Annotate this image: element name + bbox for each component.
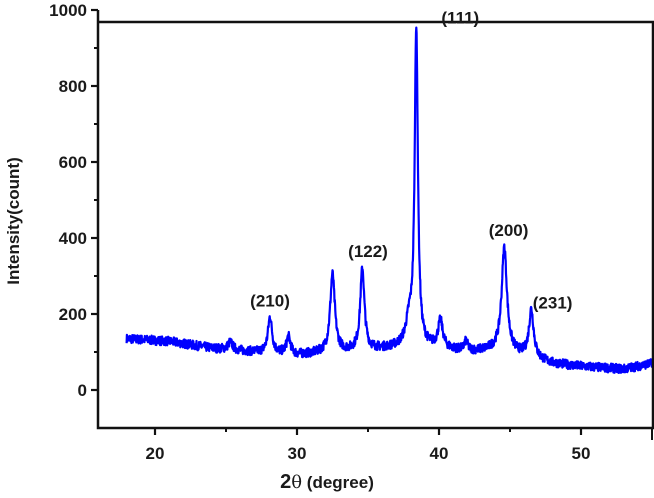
- theta-symbol: θ: [291, 472, 302, 493]
- y-tick-label: 0: [78, 381, 87, 400]
- xrd-data-line: [125, 26, 654, 374]
- x-tick-label: 30: [288, 444, 307, 463]
- y-tick-label: 800: [59, 77, 87, 96]
- x-axis-title: 2θ (degree): [280, 471, 374, 493]
- peak-annotations: (210) (122) (111) (200) (231): [250, 8, 572, 312]
- x-axis-title-suffix: (degree): [302, 473, 374, 492]
- y-tick-label: 600: [59, 153, 87, 172]
- y-tick-label: 200: [59, 305, 87, 324]
- x-axis-ticks: 20 30 40 50: [146, 428, 653, 463]
- x-tick-label: 50: [572, 444, 591, 463]
- x-tick-label: 40: [430, 444, 449, 463]
- y-tick-label: 1000: [49, 1, 87, 20]
- peak-label: (231): [533, 293, 573, 312]
- x-tick-label: 20: [146, 444, 165, 463]
- peak-label: (200): [489, 221, 529, 240]
- y-tick-label: 400: [59, 229, 87, 248]
- peak-label: (122): [348, 242, 388, 261]
- y-axis-ticks: 0 200 400 600 800 1000: [49, 1, 98, 400]
- y-axis-title: Intensity(count): [4, 157, 23, 285]
- peak-label: (210): [250, 291, 290, 310]
- x-axis-title-prefix: 2: [280, 471, 291, 493]
- peak-label: (111): [441, 8, 479, 27]
